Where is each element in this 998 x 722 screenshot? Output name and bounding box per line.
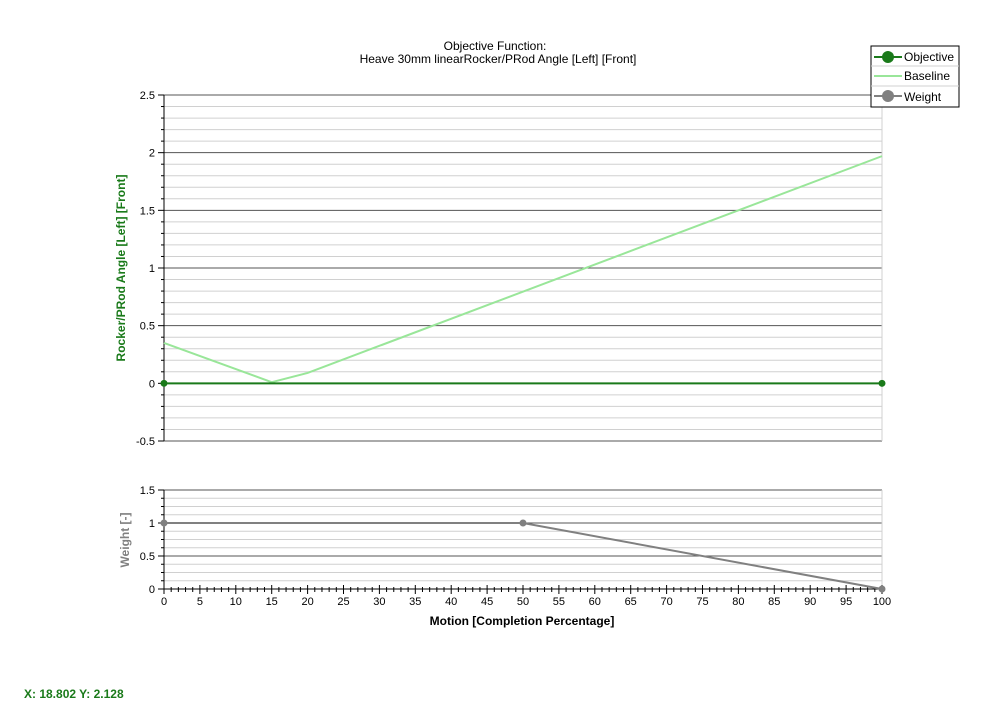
objective-y-tick-label: 1	[149, 263, 155, 275]
objective-plot-series[interactable]	[160, 155, 886, 387]
x-tick-label: 10	[230, 596, 242, 608]
legend-objective-marker	[882, 51, 894, 63]
legend-item-weight[interactable]: Weight	[874, 90, 942, 104]
chart-subtitle: Heave 30mm linearRocker/PRod Angle [Left…	[360, 52, 637, 66]
x-tick-label: 70	[660, 596, 672, 608]
x-tick-label: 55	[553, 596, 565, 608]
weight-y-tick-label: 1	[149, 518, 155, 530]
objective-y-tick-label: 0.5	[140, 321, 155, 333]
x-tick-label: 45	[481, 596, 493, 608]
cursor-coordinate-readout: X: 18.802 Y: 2.128	[24, 687, 124, 701]
legend-weight-label: Weight	[904, 90, 942, 104]
x-tick-label: 15	[266, 596, 278, 608]
legend-item-baseline[interactable]: Baseline	[874, 69, 950, 83]
objective-plot-grid	[164, 94, 883, 442]
x-tick-label: 40	[445, 596, 457, 608]
objective-y-tick-label: 1.5	[140, 205, 155, 217]
objective-y-tick-label: 2.5	[140, 90, 155, 102]
chart-titles: Objective Function: Heave 30mm linearRoc…	[360, 39, 637, 66]
x-tick-label: 95	[840, 596, 852, 608]
objective-data-point[interactable]	[878, 379, 886, 387]
x-tick-label: 85	[768, 596, 780, 608]
weight-data-point[interactable]	[160, 519, 168, 527]
objective-plot[interactable]: 2.5 2 1.5 1 0.5 0 -0.5 Rocker/PRod Angle [Left…	[114, 90, 886, 448]
x-tick-label: 60	[589, 596, 601, 608]
legend-item-objective[interactable]: Objective	[874, 50, 954, 64]
chart-title: Objective Function:	[444, 39, 547, 53]
weight-y-tick-label: 0.5	[140, 551, 155, 563]
x-tick-label: 50	[517, 596, 529, 608]
weight-y-axis-title: Weight [-]	[118, 512, 132, 567]
weight-plot-series[interactable]	[160, 519, 886, 593]
objective-y-tick-label: 0	[149, 378, 155, 390]
x-tick-label: 35	[409, 596, 421, 608]
objective-data-point[interactable]	[160, 379, 168, 387]
x-axis-title: Motion [Completion Percentage]	[430, 614, 615, 628]
x-tick-label: 65	[625, 596, 637, 608]
weight-plot-grid	[164, 489, 883, 590]
legend-weight-marker	[882, 90, 894, 102]
weight-y-tick-label: 1.5	[140, 485, 155, 497]
weight-plot-axes: 1.5 1 0.5 00 5 10 15 20 25 30 35 40 45 50 55 60 65 70 75 80…	[140, 485, 891, 608]
weight-y-tick-label: 0	[149, 584, 155, 596]
x-tick-label: 5	[197, 596, 203, 608]
x-tick-label: 75	[696, 596, 708, 608]
objective-y-tick-label: -0.5	[136, 436, 155, 448]
x-tick-label: 90	[804, 596, 816, 608]
baseline-series-line[interactable]	[163, 155, 883, 384]
weight-data-point[interactable]	[519, 519, 527, 527]
x-tick-label: 0	[161, 596, 167, 608]
objective-y-axis-title: Rocker/PRod Angle [Left] [Front]	[114, 175, 128, 362]
objective-plot-y-axis: 2.5 2 1.5 1 0.5 0 -0.5	[136, 90, 165, 448]
x-tick-label: 30	[373, 596, 385, 608]
x-tick-label: 25	[337, 596, 349, 608]
x-tick-label: 20	[301, 596, 313, 608]
x-tick-label: 100	[873, 596, 891, 608]
weight-plot[interactable]: 1.5 1 0.5 00 5 10 15 20 25 30 35 40 45 50 55 60 65 70 75 80…	[118, 485, 891, 628]
legend-objective-label: Objective	[904, 50, 954, 64]
legend[interactable]: Objective Baseline Weight	[870, 45, 960, 108]
legend-baseline-label: Baseline	[904, 69, 950, 83]
weight-data-point[interactable]	[878, 585, 886, 593]
x-tick-label: 80	[732, 596, 744, 608]
objective-y-tick-label: 2	[149, 148, 155, 160]
